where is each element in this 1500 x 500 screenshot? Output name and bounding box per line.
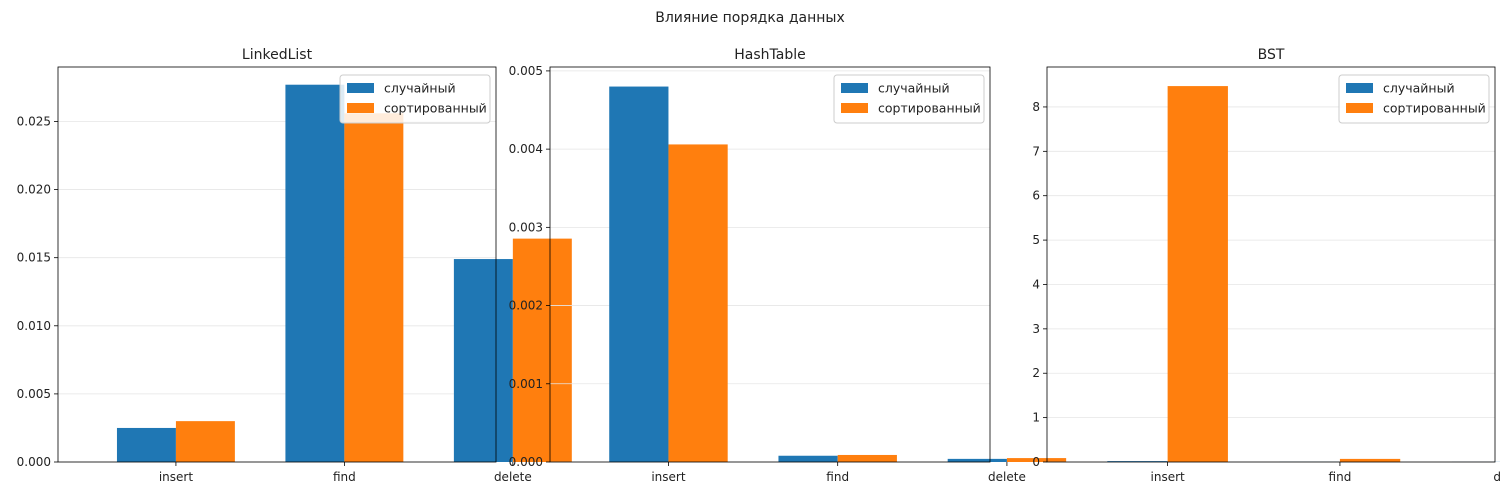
y-tick-label: 7: [1032, 144, 1040, 158]
bar: [116, 427, 176, 462]
legend-swatch: [841, 103, 868, 113]
legend-swatch: [1346, 83, 1373, 93]
panel-bst: 0 1 2 3 4 5 6 7 8 insert find delete BST случайный сор…: [1032, 47, 1500, 484]
legend-label: случайный: [1383, 81, 1455, 96]
panel-hashtable: 0.000 0.001 0.002 0.003 0.004 0.005 insert find…: [509, 47, 1067, 484]
legend-box: [833, 74, 985, 124]
y-tick-label: 8: [1032, 100, 1040, 114]
y-tick-label: 0: [1032, 455, 1040, 469]
y-tick-label: 2: [1032, 366, 1040, 380]
bar: [285, 84, 345, 462]
x-tick-label: find: [333, 470, 356, 484]
x-tick-label: delete: [1493, 470, 1500, 484]
panel-title: HashTable: [734, 47, 805, 63]
y-tick-label: 1: [1032, 411, 1040, 425]
figure-title: Влияние порядка данных: [655, 10, 845, 26]
legend-label: сортированный: [1383, 101, 1486, 116]
x-tick-label: find: [1329, 470, 1352, 484]
axes-frame: [1046, 66, 1496, 463]
y-tick-label: 5: [1032, 233, 1040, 247]
bar: [778, 455, 838, 462]
y-tick-label: 0.002: [509, 299, 543, 313]
x-tick-label: delete: [988, 470, 1026, 484]
legend-label: сортированный: [384, 101, 487, 116]
y-tick-label: 0.015: [17, 251, 51, 265]
panel-linkedlist: 0.000 0.005 0.010 0.015 0.020 0.025 insert find…: [17, 47, 572, 484]
axes-frame: [549, 66, 991, 463]
y-tick-label: 0.001: [509, 377, 543, 391]
y-tick-label: 3: [1032, 322, 1040, 336]
bar: [1339, 458, 1401, 462]
bar: [609, 86, 669, 463]
legend-swatch: [347, 103, 374, 113]
legend-box: [339, 74, 491, 124]
y-tick-label: 0.020: [17, 183, 51, 197]
y-tick-label: 0.005: [17, 387, 51, 401]
bar: [344, 113, 404, 462]
y-tick-label: 4: [1032, 277, 1040, 291]
legend-swatch: [1346, 103, 1373, 113]
bar: [1107, 461, 1168, 462]
legend-label: случайный: [878, 81, 950, 96]
x-tick-label: insert: [651, 470, 686, 484]
bar: [1006, 458, 1067, 462]
bar: [453, 259, 513, 462]
y-tick-label: 0.000: [17, 455, 51, 469]
bar: [837, 454, 897, 462]
legend-swatch: [347, 83, 374, 93]
bar: [175, 421, 235, 462]
legend-swatch: [841, 83, 868, 93]
panel-title: BST: [1258, 47, 1285, 63]
bar: [512, 238, 572, 462]
y-tick-label: 0.000: [509, 455, 543, 469]
y-tick-label: 6: [1032, 189, 1040, 203]
axes-frame: [57, 66, 497, 463]
y-tick-label: 0.010: [17, 319, 51, 333]
legend: случайный сортированный: [1338, 74, 1490, 124]
legend-box: [1338, 74, 1490, 124]
panel-title: LinkedList: [242, 47, 313, 63]
y-tick-label: 0.004: [509, 142, 543, 156]
x-tick-label: delete: [494, 470, 532, 484]
x-tick-label: insert: [159, 470, 194, 484]
y-tick-label: 0.003: [509, 220, 543, 234]
y-tick-label: 0.005: [509, 64, 543, 78]
x-tick-label: insert: [1151, 470, 1186, 484]
bar: [668, 144, 728, 462]
legend-label: сортированный: [878, 101, 981, 116]
legend-label: случайный: [384, 81, 456, 96]
x-tick-label: find: [826, 470, 849, 484]
bar: [947, 458, 1007, 462]
bar: [1167, 86, 1228, 463]
legend: случайный сортированный: [833, 74, 985, 124]
legend: случайный сортированный: [339, 74, 491, 124]
y-tick-label: 0.025: [17, 114, 51, 128]
